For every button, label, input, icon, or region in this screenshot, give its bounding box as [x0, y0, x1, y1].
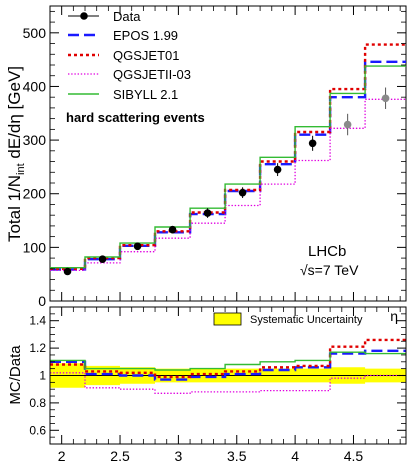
main-y-tick-label: 100 — [23, 239, 47, 255]
energy-label: √s=7 TeV — [300, 262, 359, 278]
ratio-series-qgsjetii-03 — [50, 372, 406, 394]
ratio-y-tick-label: 1.2 — [29, 341, 46, 355]
data-point — [133, 242, 142, 251]
legend-entry-qgsjet01: QGSJET01 — [68, 48, 179, 63]
ratio-series-qgsjet01 — [50, 338, 406, 379]
x-tick-label: 3 — [174, 448, 182, 464]
main-series-qgsjetii-03 — [50, 98, 406, 272]
main-y-tick-label: 200 — [23, 186, 47, 202]
ratio-y-tick-label: 1.4 — [29, 314, 46, 328]
data-point — [98, 255, 107, 263]
x-tick-label: 4 — [291, 448, 299, 464]
x-tick-label: 3.5 — [227, 448, 247, 464]
ratio-plot-frame — [49, 306, 407, 445]
x-tick-label: 4.5 — [344, 448, 364, 464]
legend-entry-sibyll: SIBYLL 2.1 — [68, 87, 178, 102]
main-series-sibyll-2-1 — [50, 65, 406, 269]
ylabel-main: Total 1/N — [5, 175, 24, 242]
x-tick-label: 2.5 — [110, 448, 130, 464]
experiment-label: LHCb — [308, 243, 346, 260]
main-y-tick-label: 0 — [38, 293, 46, 309]
ratio-y-tick-label: 0.8 — [29, 396, 46, 410]
data-point — [168, 225, 177, 234]
main-y-axis-label: Total 1/Nint dE/dη [GeV] — [5, 66, 27, 242]
data-point — [308, 135, 317, 151]
legend-label-qgsjet01: QGSJET01 — [113, 48, 179, 63]
ratio-legend: Systematic Uncertainty — [213, 312, 363, 326]
legend-label-epos: EPOS 1.99 — [113, 28, 178, 43]
main-plot-frame — [49, 5, 407, 302]
legend-label-qgsjetii: QGSJETII-03 — [113, 67, 191, 82]
ratio-series-sibyll-2-1 — [50, 351, 406, 371]
data-point — [381, 87, 390, 109]
legend-swatch-systematic — [213, 312, 242, 326]
data-point — [63, 267, 72, 276]
legend-label-systematic: Systematic Uncertainty — [250, 314, 363, 326]
legend-label-sibyll: SIBYLL 2.1 — [113, 87, 178, 102]
data-point — [238, 187, 247, 199]
main-legend: Data EPOS 1.99 QGSJET01 QGSJETII-03 SIBY… — [66, 9, 205, 125]
ylabel-sub: int — [15, 163, 27, 175]
data-point — [203, 208, 212, 218]
legend-note: hard scattering events — [66, 110, 205, 125]
legend-entry-epos: EPOS 1.99 — [68, 28, 178, 43]
data-point — [273, 163, 282, 177]
data-point — [343, 113, 352, 136]
ratio-panel: 0.6 0.8 1 1.2 1.4 2 2.5 3 3.5 4 4.5 MC/Data η Syst… — [7, 306, 407, 464]
legend-entry-qgsjetii: QGSJETII-03 — [68, 67, 191, 82]
legend-entry-data: Data — [68, 9, 141, 24]
main-y-tick-label: 500 — [23, 25, 47, 41]
legend-label-data: Data — [113, 9, 141, 24]
x-axis-label: η — [390, 308, 398, 324]
x-tick-label: 2 — [58, 448, 66, 464]
main-y-tick-label: 300 — [23, 132, 47, 148]
ratio-y-axis-label: MC/Data — [7, 345, 24, 405]
ratio-y-tick-label: 0.6 — [29, 423, 46, 437]
ratio-y-tick-label: 1 — [39, 369, 46, 383]
main-panel: 0 100 200 300 400 500 Total 1/Nint dE/dη [GeV… — [5, 5, 407, 309]
ylabel-tail: dE/dη [GeV] — [5, 66, 24, 163]
main-y-tick-label: 400 — [23, 78, 47, 94]
